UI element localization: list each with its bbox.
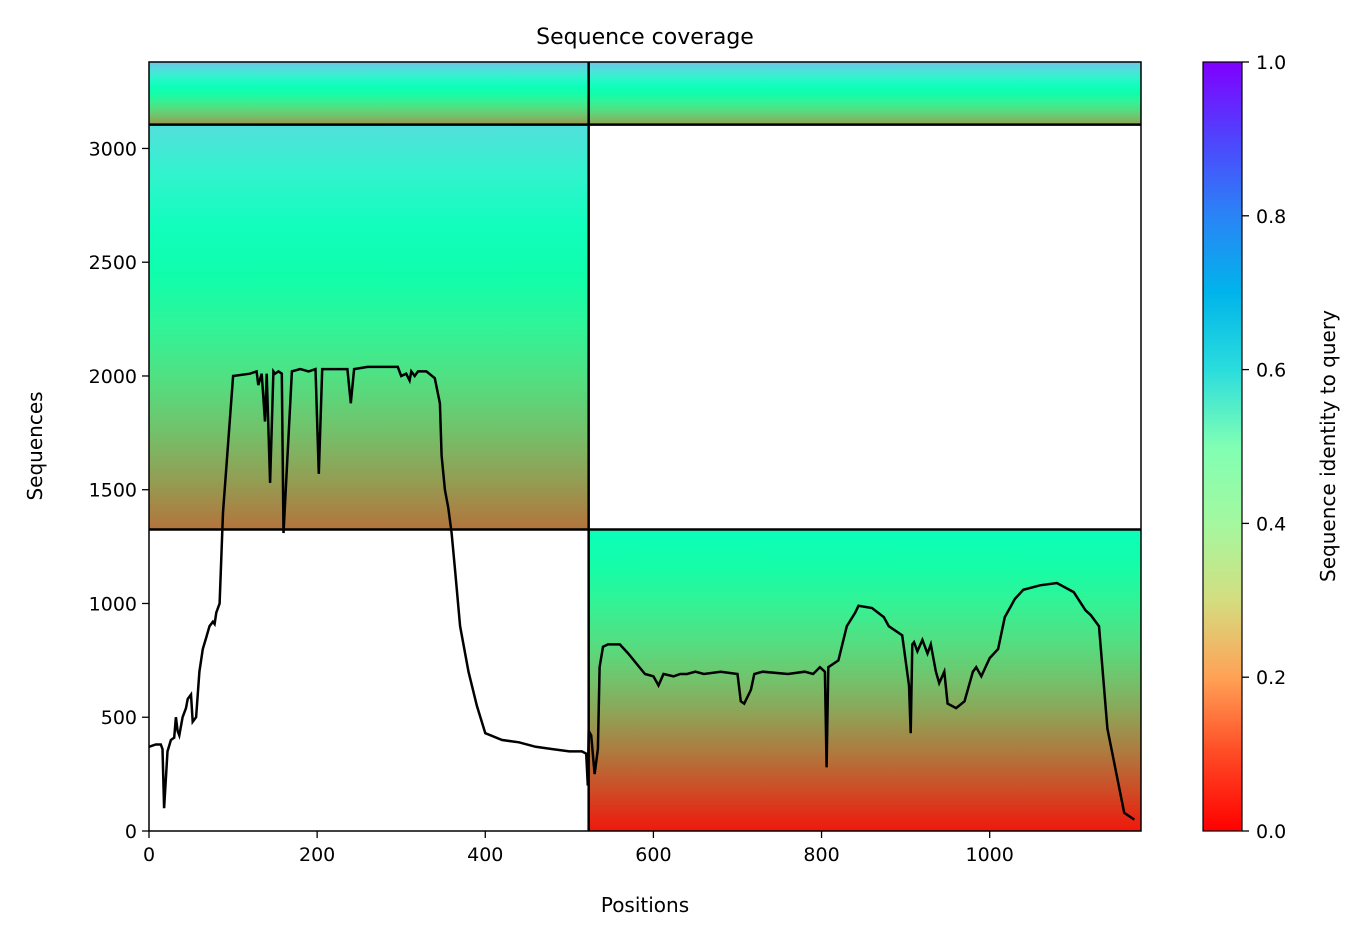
x-axis-ticks: 0 200 400 600 800 1000 bbox=[143, 831, 1014, 866]
x-axis-label: Positions bbox=[601, 893, 689, 917]
x-tick-label: 800 bbox=[803, 844, 839, 866]
x-tick-label: 0 bbox=[143, 844, 155, 866]
colorbar-tick-label: 0.4 bbox=[1256, 513, 1286, 535]
plot-frame bbox=[148, 61, 1142, 832]
colorbar-ticks: 0.0 0.2 0.4 0.6 0.8 1.0 bbox=[1242, 52, 1286, 843]
y-axis-ticks: 0 500 1000 1500 2000 2500 3000 bbox=[89, 138, 149, 843]
x-tick-label: 400 bbox=[467, 844, 503, 866]
chart-title: Sequence coverage bbox=[536, 25, 754, 50]
colorbar-tick-label: 0.8 bbox=[1256, 206, 1286, 228]
colorbar-tick-label: 0.6 bbox=[1256, 360, 1286, 382]
y-tick-label: 2000 bbox=[89, 366, 137, 388]
colorbar-tick-label: 0.0 bbox=[1256, 821, 1286, 843]
colorbar-tick-label: 1.0 bbox=[1256, 52, 1286, 74]
x-tick-label: 1000 bbox=[965, 844, 1013, 866]
heatmap-block bbox=[149, 124, 589, 530]
coverage-heatmap bbox=[149, 62, 1141, 831]
colorbar-label: Sequence identity to query bbox=[1316, 310, 1340, 582]
y-tick-label: 3000 bbox=[89, 138, 137, 160]
y-tick-label: 1000 bbox=[89, 593, 137, 615]
heatmap-block bbox=[588, 62, 1141, 125]
x-tick-label: 600 bbox=[635, 844, 671, 866]
colorbar bbox=[1202, 61, 1243, 832]
y-tick-label: 500 bbox=[101, 707, 137, 729]
coverage-line bbox=[149, 365, 1135, 821]
x-tick-label: 200 bbox=[299, 844, 335, 866]
heatmap-block bbox=[149, 62, 589, 125]
y-tick-label: 2500 bbox=[89, 252, 137, 274]
block-boundaries bbox=[149, 62, 1141, 831]
y-axis-label: Sequences bbox=[23, 391, 47, 500]
y-tick-label: 0 bbox=[125, 821, 137, 843]
colorbar-tick-label: 0.2 bbox=[1256, 667, 1286, 689]
y-tick-label: 1500 bbox=[89, 480, 137, 502]
heatmap-block bbox=[588, 529, 1141, 831]
